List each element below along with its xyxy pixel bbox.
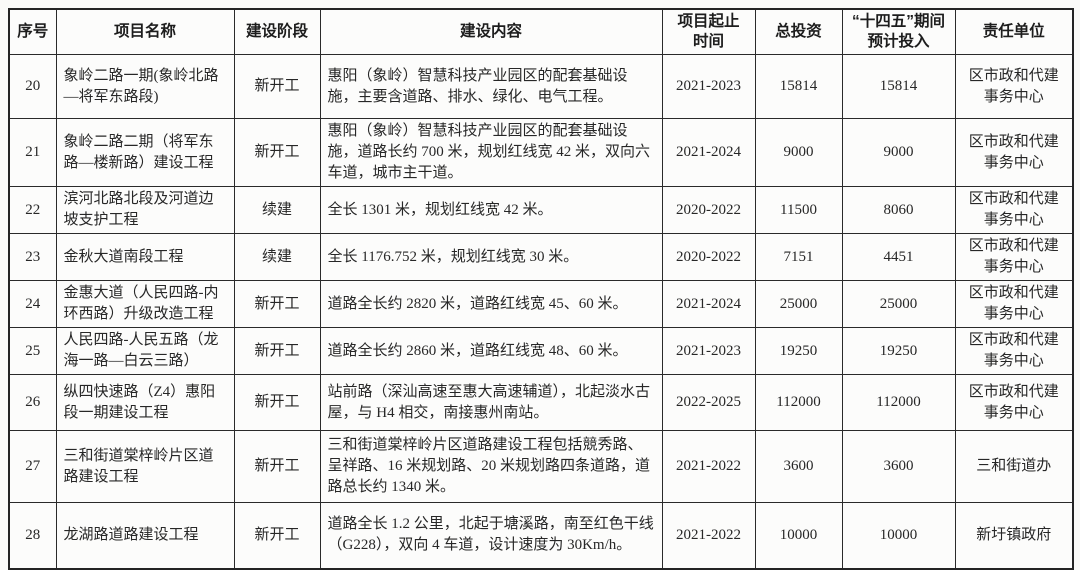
cell-no: 27: [8, 430, 57, 503]
cell-content: 道路全长 1.2 公里，北起于塘溪路，南至红色干线（G228），双向 4 车道，…: [319, 502, 663, 569]
table-row: 21 象岭二路二期（将军东路—楼新路）建设工程 新开工 惠阳（象岭）智慧科技产业园区的…: [8, 118, 1074, 187]
cell-planned_investment: 8060: [841, 186, 956, 234]
cell-planned_investment: 3600: [841, 430, 956, 503]
column-header-unit: 责任单位: [954, 8, 1074, 55]
cell-period: 2022-2025: [661, 374, 756, 431]
cell-stage: 续建: [233, 186, 321, 234]
cell-total_investment: 15814: [754, 54, 843, 119]
cell-planned_investment: 4451: [841, 233, 956, 281]
cell-unit: 区市政和代建事务中心: [954, 280, 1074, 328]
cell-content: 全长 1301 米，规划红线宽 42 米。: [319, 186, 663, 234]
cell-period: 2021-2023: [661, 327, 756, 375]
cell-stage: 新开工: [233, 374, 321, 431]
cell-total_investment: 10000: [754, 502, 843, 569]
column-header-total_investment: 总投资: [754, 8, 843, 55]
cell-no: 22: [8, 186, 57, 234]
cell-content: 三和街道棠梓岭片区道路建设工程包括競秀路、呈祥路、16 米规划路、20 米规划路…: [319, 430, 663, 503]
cell-total_investment: 3600: [754, 430, 843, 503]
column-header-period: 项目起止 时间: [661, 8, 756, 55]
cell-no: 26: [8, 374, 57, 431]
cell-stage: 新开工: [233, 54, 321, 119]
cell-period: 2021-2024: [661, 280, 756, 328]
cell-stage: 新开工: [233, 118, 321, 187]
cell-name: 象岭二路二期（将军东路—楼新路）建设工程: [55, 118, 235, 187]
table-row: 25 人民四路-人民五路（龙海一路—白云三路） 新开工 道路全长约 2860 米，道路…: [8, 327, 1074, 375]
table-row: 22 滨河北路北段及河道边坡支护工程 续建 全长 1301 米，规划红线宽 42 米。…: [8, 186, 1074, 234]
header-row: 序号 项目名称 建设阶段 建设内容 项目起止 时间 总投资 “十四五”期间 预计投入 责任单位: [8, 8, 1074, 55]
cell-no: 24: [8, 280, 57, 328]
cell-unit: 区市政和代建事务中心: [954, 186, 1074, 234]
cell-total_investment: 7151: [754, 233, 843, 281]
cell-name: 龙湖路道路建设工程: [55, 502, 235, 569]
table-row: 20 象岭二路一期(象岭北路—将军东路段) 新开工 惠阳（象岭）智慧科技产业园区的配套…: [8, 54, 1074, 119]
cell-content: 惠阳（象岭）智慧科技产业园区的配套基础设施，主要含道路、排水、绿化、电气工程。: [319, 54, 663, 119]
cell-unit: 区市政和代建事务中心: [954, 374, 1074, 431]
cell-name: 纵四快速路（Z4）惠阳段一期建设工程: [55, 374, 235, 431]
column-header-name: 项目名称: [55, 8, 235, 55]
cell-planned_investment: 112000: [841, 374, 956, 431]
cell-unit: 区市政和代建事务中心: [954, 327, 1074, 375]
column-header-no: 序号: [8, 8, 57, 55]
cell-content: 惠阳（象岭）智慧科技产业园区的配套基础设施，道路长约 700 米，规划红线宽 4…: [319, 118, 663, 187]
project-table: 序号 项目名称 建设阶段 建设内容 项目起止 时间 总投资 “十四五”期间 预计投入 责任单位…: [8, 8, 1074, 570]
cell-total_investment: 19250: [754, 327, 843, 375]
cell-planned_investment: 15814: [841, 54, 956, 119]
cell-stage: 新开工: [233, 280, 321, 328]
cell-name: 象岭二路一期(象岭北路—将军东路段): [55, 54, 235, 119]
cell-no: 21: [8, 118, 57, 187]
cell-planned_investment: 25000: [841, 280, 956, 328]
cell-no: 25: [8, 327, 57, 375]
cell-unit: 区市政和代建事务中心: [954, 233, 1074, 281]
cell-total_investment: 9000: [754, 118, 843, 187]
table-row: 26 纵四快速路（Z4）惠阳段一期建设工程 新开工 站前路（深汕高速至惠大高速辅道），…: [8, 374, 1074, 431]
cell-unit: 区市政和代建事务中心: [954, 54, 1074, 119]
cell-no: 28: [8, 502, 57, 569]
cell-planned_investment: 10000: [841, 502, 956, 569]
cell-period: 2021-2024: [661, 118, 756, 187]
cell-period: 2021-2022: [661, 430, 756, 503]
cell-stage: 新开工: [233, 430, 321, 503]
cell-stage: 续建: [233, 233, 321, 281]
cell-no: 20: [8, 54, 57, 119]
table-row: 23 金秋大道南段工程 续建 全长 1176.752 米，规划红线宽 30 米。 202…: [8, 233, 1074, 281]
cell-content: 全长 1176.752 米，规划红线宽 30 米。: [319, 233, 663, 281]
cell-unit: 新圩镇政府: [954, 502, 1074, 569]
table-row: 24 金惠大道（人民四路-内环西路）升级改造工程 新开工 道路全长约 2820 米，道…: [8, 280, 1074, 328]
cell-stage: 新开工: [233, 502, 321, 569]
column-header-stage: 建设阶段: [233, 8, 321, 55]
table-row: 28 龙湖路道路建设工程 新开工 道路全长 1.2 公里，北起于塘溪路，南至红色干线（…: [8, 502, 1074, 569]
cell-total_investment: 11500: [754, 186, 843, 234]
cell-period: 2020-2022: [661, 233, 756, 281]
cell-period: 2020-2022: [661, 186, 756, 234]
cell-name: 金惠大道（人民四路-内环西路）升级改造工程: [55, 280, 235, 328]
cell-unit: 区市政和代建事务中心: [954, 118, 1074, 187]
cell-name: 滨河北路北段及河道边坡支护工程: [55, 186, 235, 234]
table-row: 27 三和街道棠梓岭片区道路建设工程 新开工 三和街道棠梓岭片区道路建设工程包括競秀路…: [8, 430, 1074, 503]
cell-name: 金秋大道南段工程: [55, 233, 235, 281]
cell-name: 人民四路-人民五路（龙海一路—白云三路）: [55, 327, 235, 375]
cell-content: 道路全长约 2860 米，道路红线宽 48、60 米。: [319, 327, 663, 375]
cell-unit: 三和街道办: [954, 430, 1074, 503]
cell-content: 站前路（深汕高速至惠大高速辅道），北起淡水古屋，与 H4 相交，南接惠州南站。: [319, 374, 663, 431]
cell-content: 道路全长约 2820 米，道路红线宽 45、60 米。: [319, 280, 663, 328]
cell-planned_investment: 19250: [841, 327, 956, 375]
cell-total_investment: 25000: [754, 280, 843, 328]
cell-planned_investment: 9000: [841, 118, 956, 187]
cell-period: 2021-2023: [661, 54, 756, 119]
cell-period: 2021-2022: [661, 502, 756, 569]
cell-total_investment: 112000: [754, 374, 843, 431]
cell-name: 三和街道棠梓岭片区道路建设工程: [55, 430, 235, 503]
cell-stage: 新开工: [233, 327, 321, 375]
table-body: 20 象岭二路一期(象岭北路—将军东路段) 新开工 惠阳（象岭）智慧科技产业园区的配套…: [8, 54, 1074, 569]
column-header-content: 建设内容: [319, 8, 663, 55]
column-header-planned_investment: “十四五”期间 预计投入: [841, 8, 956, 55]
cell-no: 23: [8, 233, 57, 281]
